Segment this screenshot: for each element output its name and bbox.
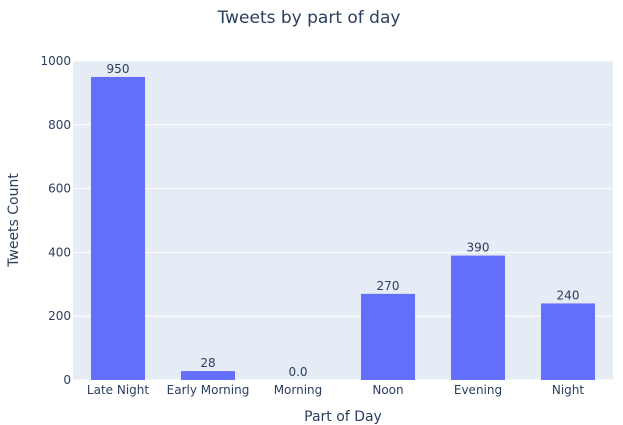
bar (91, 76, 145, 380)
bar (451, 255, 505, 380)
x-tick-label: Noon (372, 383, 403, 397)
bar-value-label: 950 (107, 62, 130, 76)
gridlines (73, 60, 613, 381)
bar-value-label: 240 (557, 288, 580, 302)
bar-value-label: 390 (467, 241, 490, 255)
bar (541, 303, 595, 380)
y-axis-title: Tweets Count (6, 173, 22, 268)
bars (91, 76, 595, 380)
y-tick-label: 800 (48, 118, 71, 132)
x-tick-label: Early Morning (167, 383, 250, 397)
plot-area (73, 61, 613, 380)
y-tick-label: 0 (63, 373, 71, 387)
bar-value-labels: 950 28 0.0 270 390 240 (107, 62, 580, 379)
bar (181, 371, 235, 380)
x-tick-label: Late Night (87, 383, 149, 397)
bar-value-label: 28 (200, 356, 215, 370)
x-tick-label: Evening (454, 383, 502, 397)
x-axis-title: Part of Day (304, 409, 382, 425)
y-tick-label: 600 (48, 182, 71, 196)
bar-value-label: 270 (377, 279, 400, 293)
x-axis-ticks: Late Night Early Morning Morning Noon Evenin… (87, 383, 585, 397)
y-tick-label: 200 (48, 309, 71, 323)
chart-title: Tweets by part of day (217, 8, 401, 28)
y-axis-ticks: 0 200 400 600 800 1000 (40, 54, 71, 387)
y-tick-label: 1000 (40, 54, 71, 68)
x-tick-label: Night (552, 383, 585, 397)
y-tick-label: 400 (48, 245, 71, 259)
bar (361, 293, 415, 380)
bar-value-label: 0.0 (288, 365, 307, 379)
x-tick-label: Morning (274, 383, 323, 397)
